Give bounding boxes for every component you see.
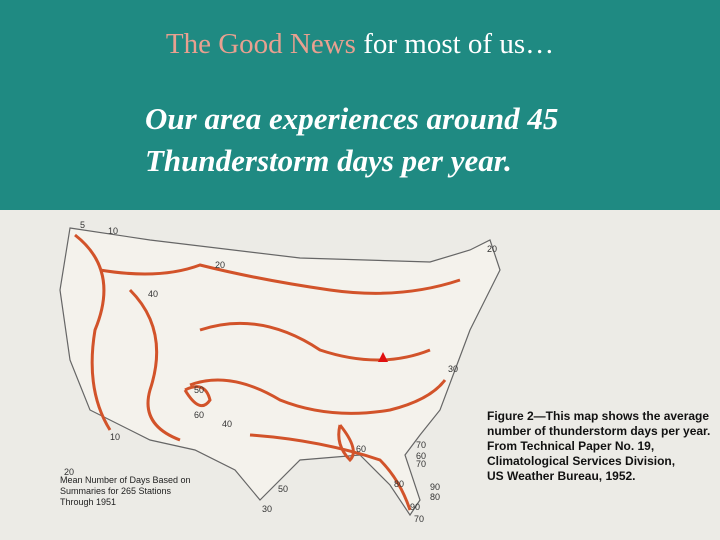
map-legend: Mean Number of Days Based on (60, 475, 191, 485)
us-outline (59, 227, 501, 517)
contour-label: 30 (448, 364, 458, 374)
contour-label: 10 (108, 226, 118, 236)
contour-label: 30 (262, 504, 272, 514)
caption: Climatological Services Division, (487, 454, 675, 468)
contour-label: 5 (80, 220, 85, 230)
body-text: Our area experiences around 45 Thunderst… (145, 98, 558, 182)
contour-label: 20 (487, 244, 497, 254)
contour-label: 40 (148, 289, 158, 299)
location-marker (378, 352, 388, 362)
map-legend: Through 1951 (60, 497, 116, 507)
caption: Figure 2—This map shows the average (487, 409, 709, 423)
contour-label: 60 (356, 444, 366, 454)
title-highlight: The Good News (165, 28, 356, 60)
contour-label: 20 (64, 467, 74, 477)
contour-label: 20 (215, 260, 225, 270)
contour-label: 50 (194, 385, 204, 395)
contour-label: 70 (414, 514, 424, 524)
contour-label: 40 (222, 419, 232, 429)
contours (74, 233, 461, 511)
body-line: Our area experiences around 45 (145, 101, 559, 136)
contour-label: 80 (394, 479, 404, 489)
contour-label: 70 (416, 440, 426, 450)
contour-label: 60 (416, 451, 426, 461)
title-rest: for most of us… (363, 28, 555, 60)
caption: US Weather Bureau, 1952. (487, 469, 636, 483)
body-line: Thunderstorm days per year. (145, 143, 512, 178)
contour-label: 10 (110, 432, 120, 442)
contour-label: 60 (194, 410, 204, 420)
slide-title: The Good News for most of us… (0, 28, 720, 61)
contour-label: 70 (416, 459, 426, 469)
contour-label: 90 (410, 502, 420, 512)
contour-label: 90 (430, 482, 440, 492)
contour-label: 50 (278, 484, 288, 494)
caption: From Technical Paper No. 19, (487, 439, 654, 453)
caption: number of thunderstorm days per year. (487, 424, 710, 438)
map-legend: Summaries for 265 Stations (60, 486, 172, 496)
contour-label: 80 (430, 492, 440, 502)
